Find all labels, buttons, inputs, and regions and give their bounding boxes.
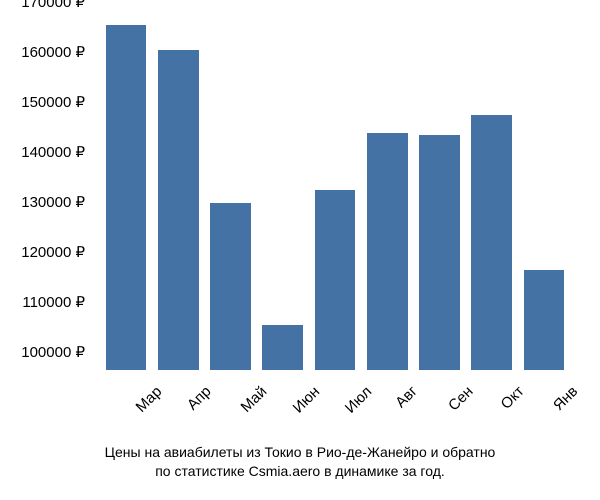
- bar-slot: [100, 20, 152, 370]
- y-tick: 110000 ₽: [22, 293, 85, 311]
- y-tick: 130000 ₽: [21, 193, 85, 211]
- bar-sep: [419, 135, 460, 370]
- bar-jul: [315, 190, 356, 370]
- bar-slot: [204, 20, 256, 370]
- y-tick: 120000 ₽: [21, 243, 85, 261]
- bars-group: [95, 20, 575, 370]
- bar-slot: [257, 20, 309, 370]
- chart-caption: Цены на авиабилеты из Токио в Рио-де-Жан…: [0, 443, 600, 482]
- y-tick: 140000 ₽: [21, 143, 85, 161]
- bar-apr: [158, 50, 199, 370]
- x-axis: Мар Апр Май Июн Июл Авг Сен Окт Янв: [95, 375, 575, 435]
- bar-slot: [309, 20, 361, 370]
- bar-may: [210, 203, 251, 371]
- bar-oct: [471, 115, 512, 370]
- y-axis: 100000 ₽ 110000 ₽ 120000 ₽ 130000 ₽ 1400…: [0, 20, 90, 370]
- caption-line-1: Цены на авиабилеты из Токио в Рио-де-Жан…: [0, 443, 600, 463]
- y-tick: 170000 ₽: [21, 0, 85, 11]
- bar-slot: [413, 20, 465, 370]
- bar-mar: [106, 25, 147, 370]
- bar-slot: [518, 20, 570, 370]
- bar-slot: [466, 20, 518, 370]
- bar-slot: [152, 20, 204, 370]
- caption-line-2: по статистике Csmia.aero в динамике за г…: [0, 462, 600, 482]
- y-tick: 100000 ₽: [21, 343, 85, 361]
- bar-slot: [361, 20, 413, 370]
- y-tick: 160000 ₽: [21, 43, 85, 61]
- bar-jun: [262, 325, 303, 370]
- y-tick: 150000 ₽: [21, 93, 85, 111]
- price-chart: 100000 ₽ 110000 ₽ 120000 ₽ 130000 ₽ 1400…: [0, 0, 600, 500]
- x-tick: Янв: [552, 381, 583, 412]
- plot-area: [95, 20, 575, 370]
- bar-jan: [524, 270, 565, 370]
- bar-aug: [367, 133, 408, 370]
